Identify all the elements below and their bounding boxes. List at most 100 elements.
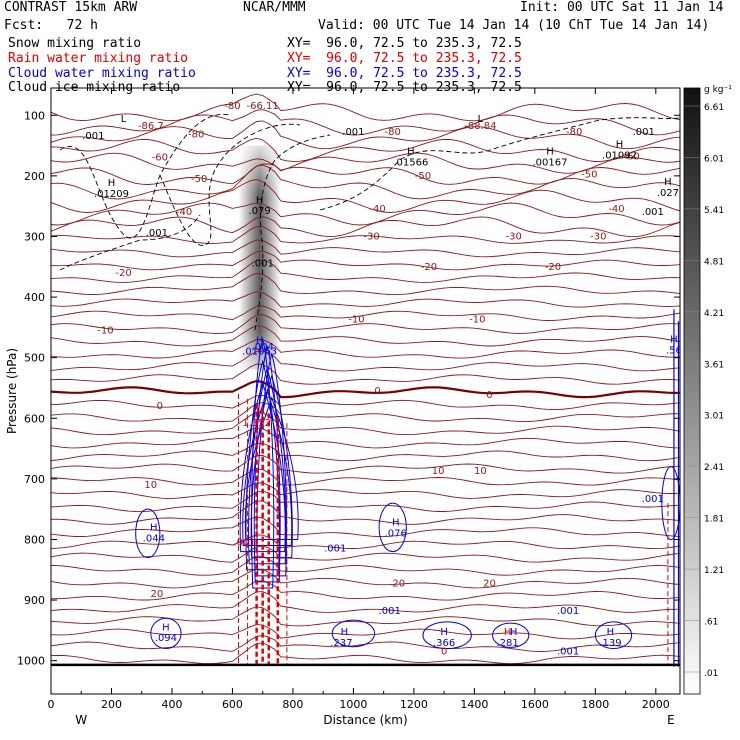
temperature-label: -30 bbox=[506, 231, 522, 242]
colorbar: .01 .61 1.21 1.81 2.41 3.01 3.61 4.21 4.81 5.41 6.… bbox=[683, 85, 732, 695]
isotherm-line bbox=[51, 545, 680, 563]
temperature-label: -20 bbox=[545, 262, 561, 273]
temperature-label: -86.7 bbox=[138, 121, 164, 132]
colorbar-tick-label: 3.01 bbox=[704, 412, 724, 422]
colorbar-unit: g kg⁻¹ bbox=[704, 85, 732, 95]
rain-label: 0 bbox=[441, 647, 447, 658]
cloud-contour bbox=[661, 466, 680, 540]
temperature-label: 10 bbox=[432, 466, 445, 477]
cloud-contour bbox=[135, 508, 161, 559]
cloud-label: H bbox=[440, 627, 448, 638]
cloud-label: .001 bbox=[642, 494, 664, 505]
y-tick-label: 900 bbox=[24, 594, 45, 607]
isotherm-line bbox=[51, 454, 680, 474]
plot-clip-group: -86.7 -80 -80 -66.11 -88.84 -80 -80 -60 -60 -50 -5… bbox=[51, 93, 680, 667]
temperature-label: -20 bbox=[421, 262, 437, 273]
snow-shading-fade bbox=[232, 133, 287, 382]
isotherm-line bbox=[51, 163, 680, 185]
cloud-label: .001 bbox=[557, 606, 579, 617]
snow-label: .079 bbox=[249, 206, 271, 217]
snow-contour bbox=[254, 134, 331, 331]
chart-title: CONTRAST 15km ARW bbox=[4, 0, 138, 15]
isotherm-line bbox=[51, 591, 680, 613]
isotherm-line bbox=[51, 482, 680, 499]
init-time: Init: 00 UTC Sat 11 Jan 14 bbox=[520, 0, 724, 15]
cloud-contour bbox=[422, 621, 472, 650]
colorbar-tick-label: 1.81 bbox=[704, 515, 724, 525]
rain-label: H bbox=[256, 407, 264, 418]
temperature-label: 0 bbox=[486, 390, 492, 401]
isotherm-line bbox=[51, 555, 680, 576]
isotherm-line bbox=[51, 534, 680, 550]
isotherm-line bbox=[51, 202, 680, 226]
y-tick-label: 1000 bbox=[17, 655, 45, 668]
east-label: E bbox=[667, 713, 675, 727]
rain-water-contours bbox=[237, 394, 669, 664]
cloud-label: .001 bbox=[324, 544, 346, 555]
y-tick-label: 400 bbox=[24, 291, 45, 304]
cloud-contour bbox=[250, 374, 293, 559]
snow-contour bbox=[159, 123, 301, 246]
cloud-contour bbox=[248, 366, 287, 565]
field-rain-name: Rain water mixing ratio bbox=[8, 51, 189, 66]
temperature-label: -80 bbox=[188, 130, 204, 141]
colorbar-ramp bbox=[683, 87, 701, 695]
isotherm-line bbox=[51, 226, 680, 244]
snow-label: L bbox=[478, 114, 484, 125]
colorbar-tick-label: 3.61 bbox=[704, 360, 724, 370]
isotherm-line bbox=[51, 325, 680, 347]
x-tick-label: 1200 bbox=[400, 698, 428, 711]
isotherm-line bbox=[51, 291, 680, 308]
snow-label: H bbox=[546, 147, 554, 158]
colorbar-tick-label: 6.61 bbox=[704, 103, 724, 113]
isotherm-zero-line bbox=[51, 379, 680, 399]
field-snow-name: Snow mixing ratio bbox=[8, 36, 142, 51]
isotherm-line bbox=[51, 339, 680, 359]
cloud-contour bbox=[253, 345, 281, 583]
snow-label: .001 bbox=[642, 207, 664, 218]
temperature-label: 20 bbox=[483, 579, 496, 590]
isotherm-line bbox=[51, 516, 680, 538]
isotherm-line bbox=[51, 137, 680, 162]
cloud-contour bbox=[242, 388, 293, 547]
temperature-label: -80 bbox=[566, 127, 582, 138]
isotherm-line bbox=[51, 164, 680, 200]
x-axis-label: Distance (km) bbox=[323, 713, 407, 727]
snow-label: H bbox=[664, 177, 672, 188]
plot-area: -86.7 -80 -80 -66.11 -88.84 -80 -80 -60 -60 -50 -5… bbox=[51, 93, 680, 667]
cloud-label: H bbox=[256, 336, 264, 347]
rain-label: 1.352 bbox=[242, 418, 271, 429]
temperature-label: -40 bbox=[608, 204, 624, 215]
isotherm-line bbox=[51, 624, 680, 640]
isotherm-line bbox=[51, 259, 680, 283]
isotherm-line bbox=[51, 442, 680, 462]
snow-contour bbox=[59, 114, 231, 239]
isotherm-line bbox=[51, 152, 680, 174]
snow-label: .001 bbox=[146, 228, 168, 239]
cloud-label: H bbox=[510, 627, 518, 638]
isotherm-line bbox=[51, 642, 680, 665]
temperature-label: 0 bbox=[374, 386, 380, 397]
isotherm-line bbox=[51, 580, 680, 601]
colorbar-tick-label: 1.21 bbox=[704, 566, 724, 576]
isotherm-line bbox=[51, 93, 680, 122]
x-tick-label: 0 bbox=[48, 698, 55, 711]
colorbar-tick-label: .61 bbox=[704, 618, 718, 628]
temperature-label: -80 bbox=[224, 101, 240, 112]
cloud-contour bbox=[256, 352, 288, 577]
field-cloud-xy: XY= 96.0, 72.5 to 235.3, 72.5 bbox=[287, 66, 522, 81]
x-tick-label: 1000 bbox=[339, 698, 367, 711]
temperature-label: -88.84 bbox=[464, 121, 496, 132]
snow-label: H bbox=[108, 178, 116, 189]
snow-label: H bbox=[616, 139, 624, 150]
cloud-label: H bbox=[607, 627, 615, 638]
y-tick-label: 200 bbox=[24, 170, 45, 183]
west-label: W bbox=[75, 713, 87, 727]
y-tick-label: 800 bbox=[24, 533, 45, 546]
colorbar-tick-label: 6.01 bbox=[704, 154, 724, 164]
snow-label: .001 bbox=[82, 131, 104, 142]
snow-label: .01092 bbox=[602, 150, 637, 161]
temperature-label: -50 bbox=[581, 170, 597, 181]
y-tick-label: 500 bbox=[24, 352, 45, 365]
